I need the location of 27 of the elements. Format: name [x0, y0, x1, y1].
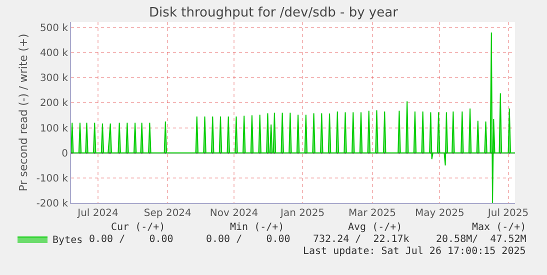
chart-title: Disk throughput for /dev/sdb - by year [149, 6, 399, 21]
y-tick-label: 200 k [40, 98, 68, 110]
x-tick-label: Nov 2024 [210, 208, 258, 219]
text: Avg (-/+) [348, 222, 402, 233]
x-tick-label: Mar 2025 [348, 208, 396, 219]
y-tick-label: 300 k [40, 73, 68, 84]
text: 0.00 / 0.00 [89, 234, 174, 245]
text: Last update: Sat Jul 26 17:00:15 2025 [303, 246, 526, 257]
x-tick-label: Jan 2025 [280, 208, 325, 219]
y-tick-label: 0 [62, 148, 68, 160]
text: Min (-/+) [230, 222, 284, 233]
text: Max (-/+) [472, 222, 526, 233]
y-tick-label: 400 k [40, 48, 68, 60]
legend-label: Bytes [52, 234, 83, 246]
text: 0.00 / 0.00 [206, 234, 290, 245]
y-tick-label: 500 k [40, 23, 68, 34]
x-tick-label: May 2025 [415, 208, 464, 219]
x-tick-label: Jul 2024 [76, 208, 118, 219]
text: 20.58M/ 47.52M [436, 234, 526, 245]
y-tick-label: 100 k [40, 123, 68, 134]
x-tick-label: Jul 2025 [486, 208, 529, 219]
x-tick-label: Sep 2024 [144, 208, 192, 219]
y-tick-label: -100 k [36, 173, 68, 184]
text: Cur (-/+) [111, 222, 166, 233]
y-tick-label: -200 k [36, 198, 68, 210]
text: 732.24 / 22.17k [313, 234, 410, 245]
y-axis-title: Pr second read (-) / write (+) [16, 34, 30, 192]
